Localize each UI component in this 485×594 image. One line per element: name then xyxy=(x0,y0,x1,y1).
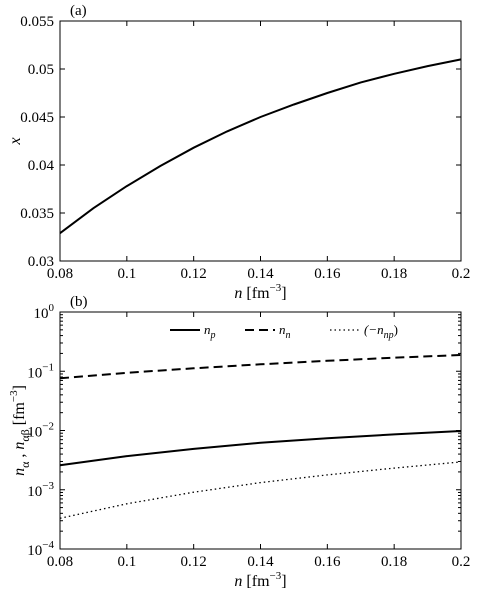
chart-panel-a: 0.08 0.1 0.12 0.14 0.16 0.18 0.2 0.03 0.035 0.04 0… xyxy=(7,3,470,302)
y-axis-label: x xyxy=(7,137,24,145)
legend-label: np xyxy=(204,322,216,341)
series-line-solid xyxy=(59,430,462,467)
x-tick-label: 0.2 xyxy=(452,554,471,570)
y-tick-label: 10−1 xyxy=(27,361,54,381)
series-line-solid xyxy=(59,58,462,235)
legend: np nn (−nnp) xyxy=(170,322,398,341)
y-axis-label: nα , nαβ [fm−3] xyxy=(8,385,32,476)
y-tick-label: 100 xyxy=(34,302,55,322)
x-tick-label: 0.08 xyxy=(47,266,73,282)
x-tick-label: 0.12 xyxy=(181,554,207,570)
y-tick-label: 0.04 xyxy=(28,158,55,174)
series-line-dashed xyxy=(59,354,462,380)
y-tick-label: 0.035 xyxy=(20,206,54,222)
x-tick-label: 0.18 xyxy=(381,554,407,570)
y-tick-label: 0.045 xyxy=(20,110,54,126)
x-tick-label: 0.16 xyxy=(314,266,341,282)
plot-frame xyxy=(59,311,462,550)
x-tick-label: 0.14 xyxy=(247,266,274,282)
x-tick-label: 0.16 xyxy=(314,554,341,570)
y-tick-label: 0.03 xyxy=(28,254,54,270)
panel-label: (b) xyxy=(70,294,88,310)
legend-label: nn xyxy=(279,322,291,341)
chart-panel-b: 0.08 0.1 0.12 0.14 0.16 0.18 0.2 10−4 10−3 10−2 10… xyxy=(8,294,470,590)
x-tick-label: 0.1 xyxy=(117,554,136,570)
y-tick-label: 0.05 xyxy=(28,62,54,78)
y-tick-label: 10−3 xyxy=(27,480,54,500)
plot-frame xyxy=(59,20,462,262)
x-axis-label: n [fm−3] xyxy=(234,282,286,302)
legend-label: (−nnp) xyxy=(364,322,398,341)
y-tick-label: 10−2 xyxy=(27,421,54,441)
x-tick-label: 0.14 xyxy=(247,554,274,570)
x-tick-label: 0.18 xyxy=(381,266,407,282)
panel-label: (a) xyxy=(70,3,87,19)
y-tick-label: 0.055 xyxy=(20,14,54,30)
y-tick-label: 10−4 xyxy=(27,539,54,559)
x-tick-label: 0.12 xyxy=(181,266,207,282)
x-tick-label: 0.1 xyxy=(117,266,136,282)
x-tick-label: 0.2 xyxy=(452,266,471,282)
x-tick-label: 0.08 xyxy=(47,554,73,570)
x-axis-label: n [fm−3] xyxy=(234,570,286,590)
series-line-dotted xyxy=(59,461,462,519)
